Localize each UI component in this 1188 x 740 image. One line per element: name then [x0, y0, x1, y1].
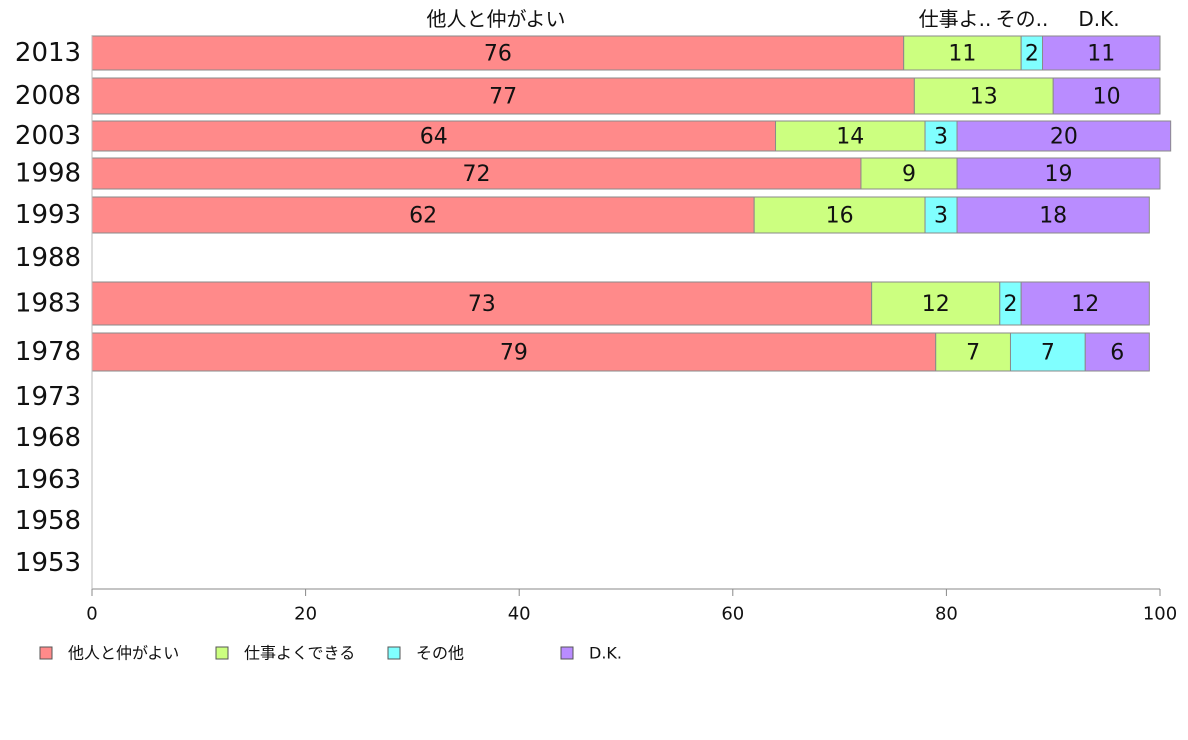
data-label: 13: [970, 85, 998, 110]
data-label: 3: [934, 204, 948, 229]
year-label: 1993: [15, 200, 81, 230]
year-label: 1953: [15, 548, 81, 578]
data-label: 18: [1039, 204, 1067, 229]
legend-label: その他: [416, 644, 464, 663]
legend-swatch: [387, 646, 401, 660]
x-tick-label: 40: [508, 604, 531, 625]
bar-segment: [1020, 281, 1150, 326]
year-label: 1973: [15, 382, 81, 412]
legend-swatch: [560, 646, 574, 660]
bar-segment: [956, 157, 1161, 190]
bar-segment: [753, 196, 926, 234]
bar-segment: [860, 157, 958, 190]
x-axis: 0 20 40 60 80 100: [86, 36, 1177, 625]
year-label: 1978: [15, 337, 81, 367]
bar-segment: [1052, 77, 1161, 115]
bar-segment: [775, 120, 926, 152]
legend-swatch: [39, 646, 53, 660]
x-tick-label: 0: [86, 604, 97, 625]
data-label: 10: [1093, 85, 1121, 110]
bar-segment: [1084, 332, 1150, 372]
data-label: 2: [1025, 42, 1039, 67]
data-label: 2: [1003, 292, 1017, 317]
top-labels: 他人と仲がよい 仕事よ.. その.. D.K.: [427, 7, 1120, 31]
data-label: 12: [922, 292, 950, 317]
year-label: 1958: [15, 506, 81, 536]
data-label: 16: [826, 204, 854, 229]
x-tick-label: 60: [721, 604, 744, 625]
bar-segment: [91, 77, 915, 115]
data-label: 73: [468, 292, 496, 317]
legend-label: 他人と仲がよい: [68, 644, 179, 663]
legend-swatch: [215, 646, 229, 660]
series-top-label: D.K.: [1078, 7, 1119, 31]
bar-segment: [91, 281, 873, 326]
data-label: 76: [484, 42, 512, 67]
bar-segment: [91, 196, 755, 234]
x-tick-label: 100: [1143, 604, 1177, 625]
data-label: 12: [1071, 292, 1099, 317]
data-label: 9: [902, 162, 916, 187]
data-label: 20: [1050, 125, 1078, 150]
year-label: 2003: [15, 121, 81, 151]
bar-segment: [913, 77, 1054, 115]
data-label: 6: [1110, 341, 1124, 366]
year-label: 2013: [15, 38, 81, 68]
x-tick-label: 20: [294, 604, 317, 625]
bar-segment: [924, 196, 958, 234]
series-top-label: その..: [996, 7, 1049, 31]
bar-segment: [91, 157, 862, 190]
data-label: 62: [409, 204, 437, 229]
year-label: 1998: [15, 159, 81, 189]
data-label: 7: [1041, 341, 1055, 366]
legend-label: D.K.: [589, 644, 622, 663]
bar-segment: [924, 120, 958, 152]
bar-segment: [91, 35, 905, 71]
bar-segment: [91, 332, 937, 372]
x-tick-label: 80: [935, 604, 958, 625]
series-top-label: 他人と仲がよい: [427, 7, 566, 31]
bar-segment: [956, 120, 1172, 152]
data-label: 64: [420, 125, 448, 150]
data-label: 3: [934, 125, 948, 150]
bar-segment: [903, 35, 1022, 71]
data-label: 72: [462, 162, 490, 187]
legend: 他人と仲がよい 仕事よくできる その他 D.K.: [39, 644, 622, 663]
data-label: 14: [836, 125, 864, 150]
bar-segment: [871, 281, 1001, 326]
data-label: 19: [1045, 162, 1073, 187]
data-label: 11: [1087, 42, 1115, 67]
data-label: 77: [489, 85, 517, 110]
bar-segment: [1009, 332, 1086, 372]
data-label: 11: [948, 42, 976, 67]
year-label: 1963: [15, 465, 81, 495]
year-labels: 2013 2008 2003 1998 1993 1988 1983 1978 1973 1968…: [15, 38, 81, 578]
year-label: 1988: [15, 243, 81, 273]
bar-segment: [1042, 35, 1161, 71]
year-label: 1983: [15, 289, 81, 319]
data-label: 79: [500, 341, 528, 366]
series-top-label: 仕事よ..: [919, 7, 992, 31]
data-label: 7: [966, 341, 980, 366]
legend-label: 仕事よくできる: [244, 644, 355, 663]
year-label: 1968: [15, 423, 81, 453]
year-label: 2008: [15, 81, 81, 111]
bar-segment: [956, 196, 1150, 234]
